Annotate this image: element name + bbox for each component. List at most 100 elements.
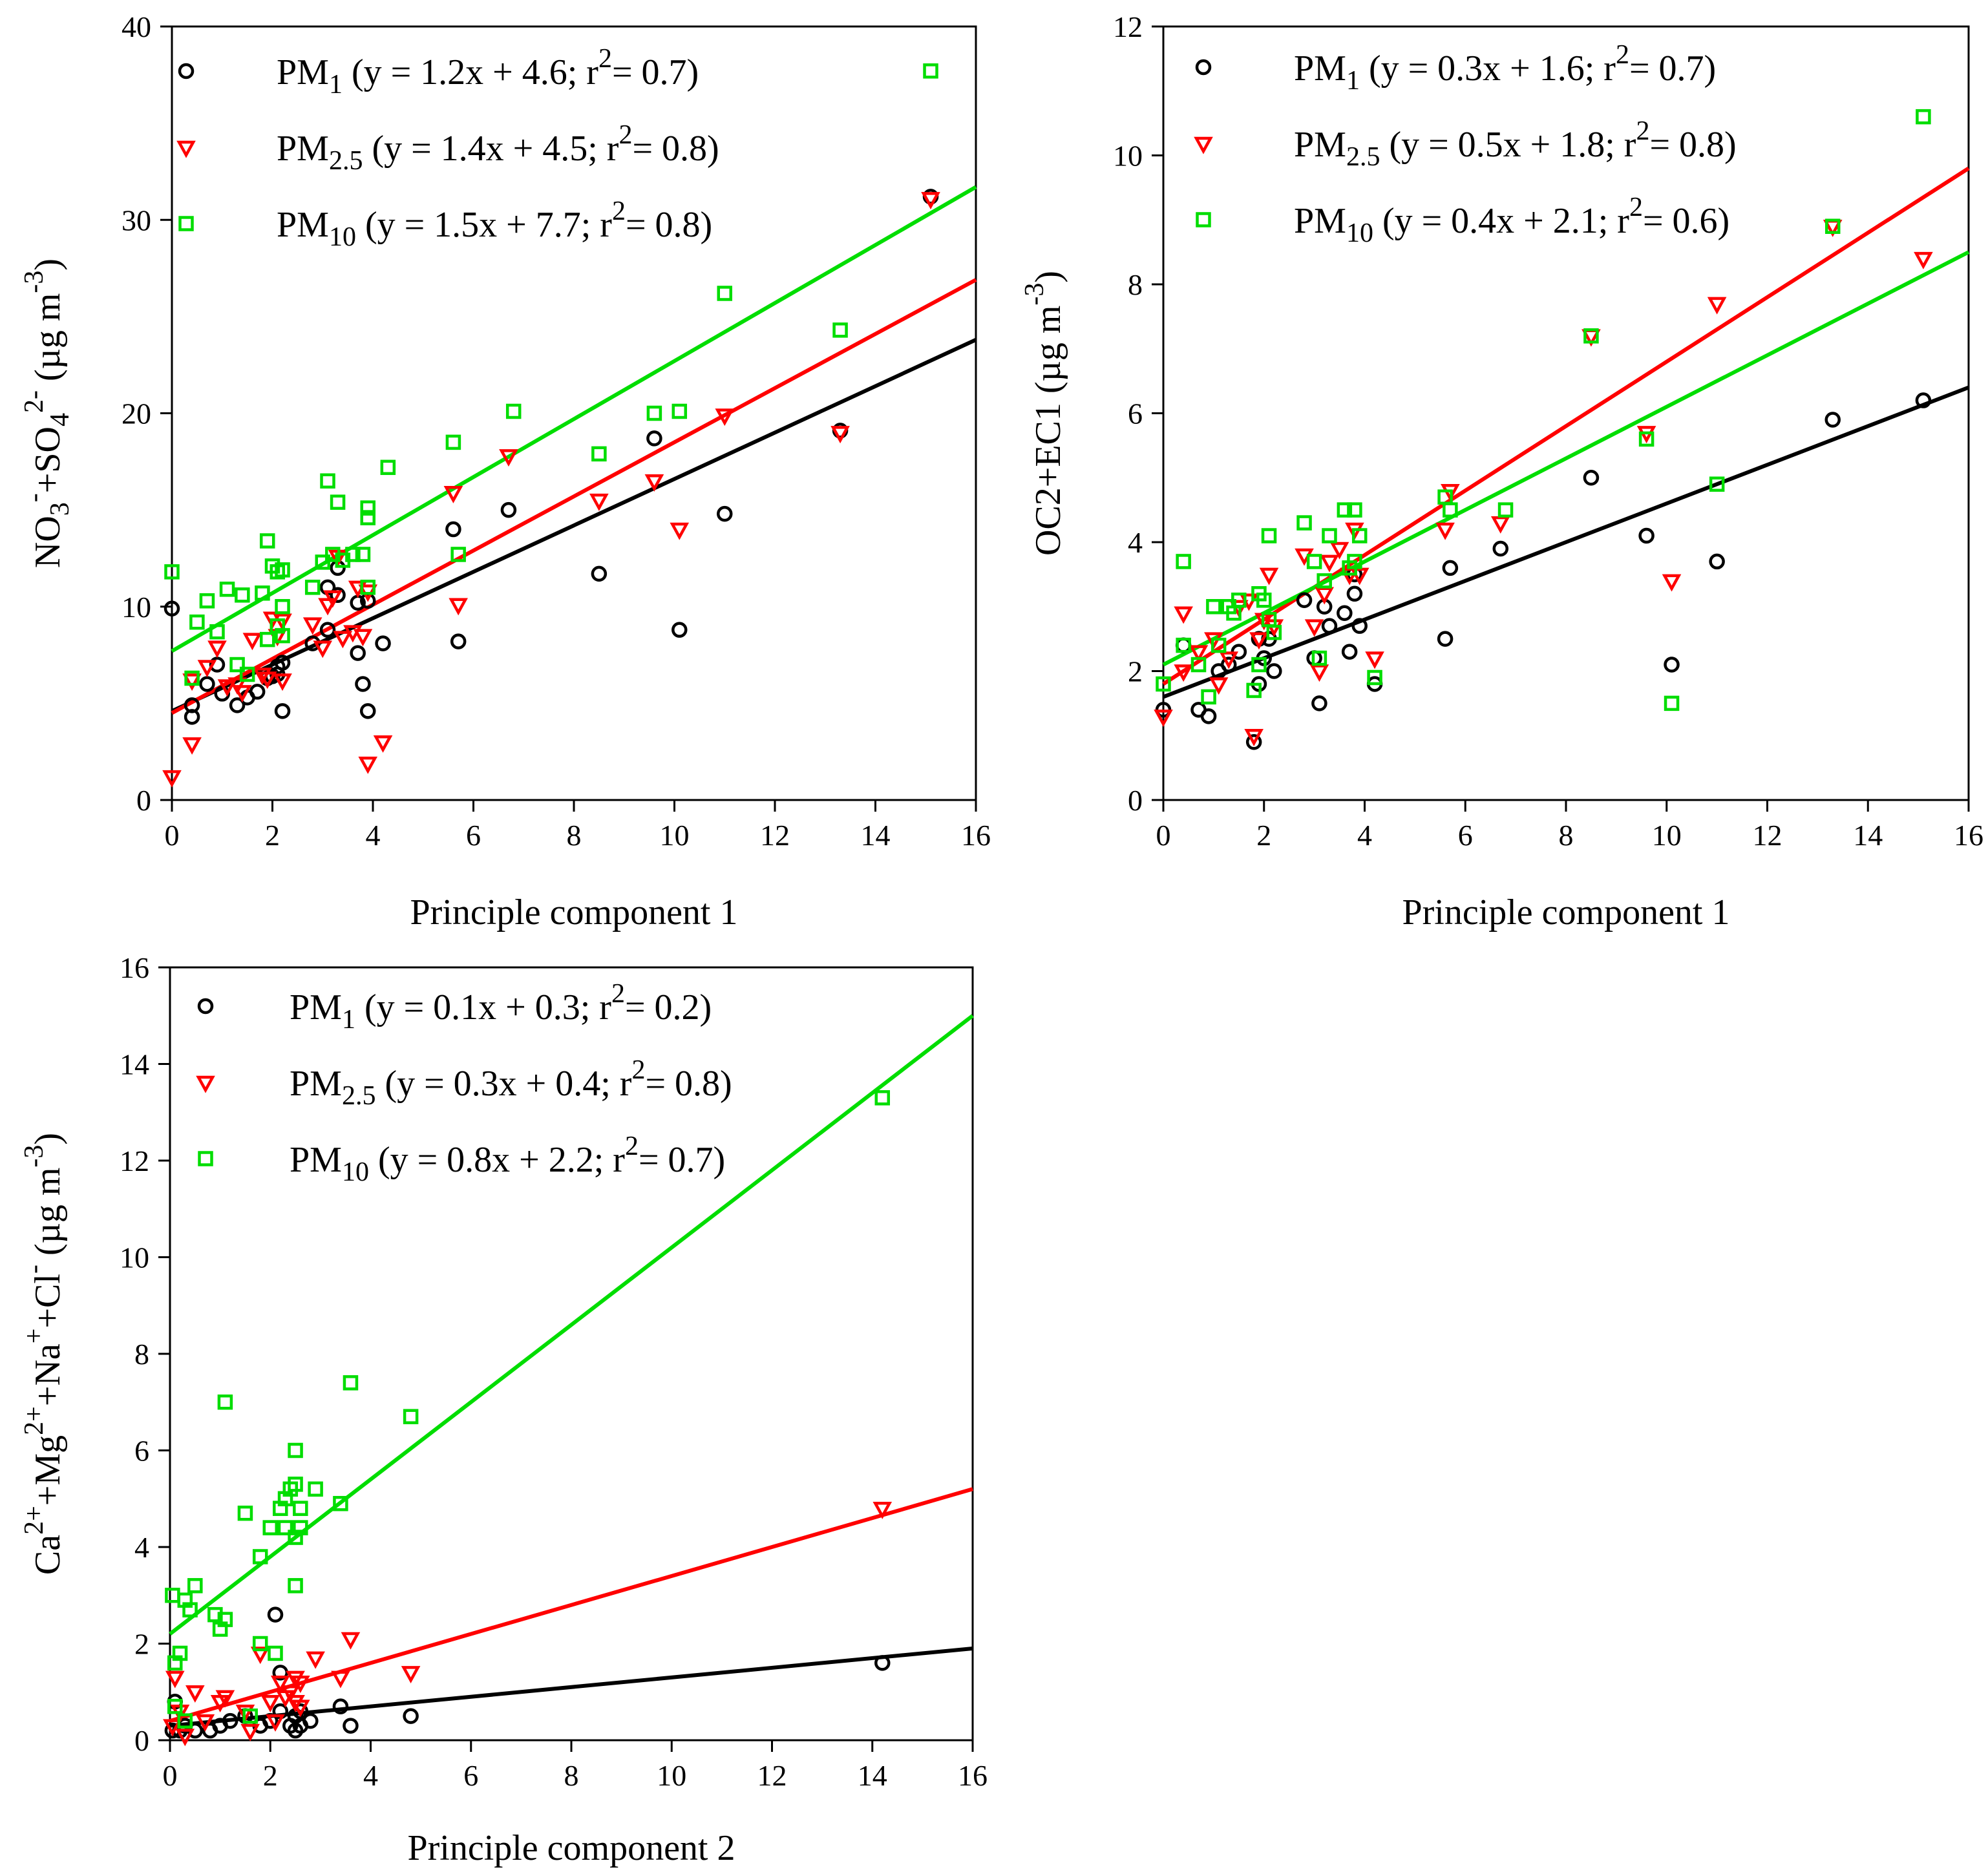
x-tick-label: 8 — [564, 1759, 579, 1792]
pm1-data-point — [1266, 663, 1282, 679]
pm25-data-point — [358, 756, 378, 774]
pm25-data-point — [215, 1690, 235, 1708]
pm1-data-point — [319, 622, 336, 638]
pm1-data-point — [1492, 540, 1509, 557]
pm25-data-point — [165, 1670, 185, 1689]
pm10-data-point — [1266, 624, 1282, 640]
pm25-data-point — [1435, 522, 1455, 540]
pm10-data-point — [360, 500, 375, 516]
pm1-data-point — [500, 501, 517, 518]
pm10-data-point — [1306, 554, 1322, 569]
pm10-legend-label: PM10 (y = 0.8x + 2.2; r2= 0.7) — [290, 1132, 725, 1187]
pm10-data-point — [717, 286, 732, 301]
pm25-data-point — [240, 1723, 260, 1742]
pm1-legend-marker — [1195, 59, 1212, 76]
panel-a-chart: 0 2 4 6 8 10 12 14 16 0 10 20 30 40 Principle componen… — [19, 10, 991, 932]
x-tick-label: 2 — [1256, 819, 1271, 852]
y-tick-label: 0 — [134, 1724, 149, 1757]
pm25-data-point — [830, 426, 850, 444]
pm25-data-point — [1259, 567, 1279, 585]
pm25-data-point — [1365, 651, 1384, 669]
pm10-data-point — [1583, 328, 1599, 344]
pm25-data-point — [217, 679, 237, 697]
pm1-data-point — [1321, 618, 1338, 634]
pm1-data-point — [1341, 644, 1358, 660]
pm25-data-point — [250, 1647, 270, 1665]
pm25-data-point — [1320, 554, 1339, 573]
pm1-data-point — [671, 622, 688, 638]
pm10-data-point — [1916, 109, 1931, 125]
pm10-legend-label: PM10 (y = 0.4x + 2.1; r2= 0.6) — [1294, 193, 1729, 248]
pm25-data-point — [670, 522, 690, 540]
pm1-data-point — [343, 1718, 359, 1734]
pm10-legend-label: PM10 (y = 1.5x + 7.7; r2= 0.8) — [277, 196, 712, 252]
pm25-data-point — [286, 1694, 305, 1712]
pm10-data-point — [450, 547, 466, 562]
pm25-data-point — [260, 1694, 280, 1712]
y-tick-label: 12 — [120, 1144, 149, 1177]
panel-c-chart: 0 2 4 6 8 10 12 14 16 0 2 4 6 8 10 12 14 16 Principle comp… — [19, 951, 988, 1868]
pm25-legend-marker — [176, 140, 196, 158]
pm25-legend-label: PM2.5 (y = 0.3x + 0.4; r2= 0.8) — [290, 1055, 732, 1111]
pm10-data-point — [360, 510, 375, 525]
pm10-legend-marker — [178, 216, 194, 231]
x-tick-label: 16 — [1954, 819, 1983, 852]
pm10-data-point — [1206, 599, 1221, 615]
pm25-data-point — [353, 629, 373, 647]
pm10-data-point — [237, 1505, 253, 1521]
pm10-data-point — [330, 494, 346, 510]
pm10-data-point — [277, 1520, 293, 1535]
pm25-data-point — [1244, 729, 1264, 746]
pm1-data-point — [1245, 733, 1262, 750]
pm1-data-point — [350, 645, 366, 661]
pm10-data-point — [1664, 695, 1680, 711]
pm1-fit-line — [1162, 385, 1970, 699]
pm10-data-point — [219, 582, 235, 597]
pm25-data-point — [291, 1700, 310, 1718]
panel-b-chart: 0 2 4 6 8 10 12 14 16 0 2 4 6 8 10 12 Principle componen… — [1020, 10, 1983, 932]
pm10-data-point — [1246, 682, 1262, 699]
pm10-data-point — [187, 1578, 203, 1594]
x-axis-title: Principle component 1 — [1402, 892, 1729, 932]
pm1-data-point — [272, 1665, 289, 1681]
pm25-data-point — [1662, 574, 1682, 592]
y-tick-label: 10 — [120, 1241, 149, 1274]
pm25-data-point — [872, 1501, 893, 1519]
y-tick-label: 0 — [1128, 784, 1143, 817]
pm25-data-point — [182, 737, 202, 755]
pm25-legend-label: PM2.5 (y = 1.4x + 4.5; r2= 0.8) — [277, 120, 719, 176]
pm1-data-point — [1824, 412, 1841, 428]
pm1-legend-label: PM1 (y = 1.2x + 4.6; r2= 0.7) — [277, 44, 699, 100]
y-tick-label: 4 — [1128, 526, 1143, 559]
pm25-data-point — [235, 1704, 255, 1722]
pm1-data-point — [1583, 470, 1600, 486]
y-tick-label: 30 — [122, 204, 151, 237]
pm1-data-point — [222, 1712, 238, 1729]
pm10-data-point — [164, 564, 180, 580]
pm25-data-point — [1309, 664, 1329, 682]
pm25-data-point — [182, 673, 202, 691]
x-tick-label: 0 — [165, 819, 180, 852]
pm1-data-point — [1437, 631, 1454, 647]
pm25-data-point — [266, 1714, 285, 1732]
y-tick-label: 14 — [120, 1048, 149, 1081]
pm10-data-point — [1337, 502, 1353, 518]
pm10-legend-marker — [1196, 212, 1211, 227]
pm1-data-point — [274, 703, 291, 719]
y-tick-label: 8 — [1128, 268, 1143, 301]
pm25-data-point — [270, 1676, 290, 1693]
pm10-data-point — [199, 593, 215, 609]
pm1-data-point — [1337, 605, 1353, 621]
pm1-data-point — [1351, 618, 1368, 634]
pm25-data-point — [1304, 619, 1324, 637]
pm10-data-point — [671, 403, 688, 419]
pm10-data-point — [184, 670, 200, 686]
x-tick-label: 10 — [660, 819, 690, 852]
pm1-legend-label: PM1 (y = 0.1x + 0.3; r2= 0.2) — [290, 979, 712, 1035]
y-tick-label: 10 — [1113, 140, 1143, 173]
pm25-data-point — [644, 474, 664, 492]
pm1-data-point — [1220, 657, 1237, 673]
pm1-fit-line — [171, 338, 977, 713]
x-tick-label: 14 — [1853, 819, 1883, 852]
y-tick-label: 16 — [120, 951, 149, 984]
